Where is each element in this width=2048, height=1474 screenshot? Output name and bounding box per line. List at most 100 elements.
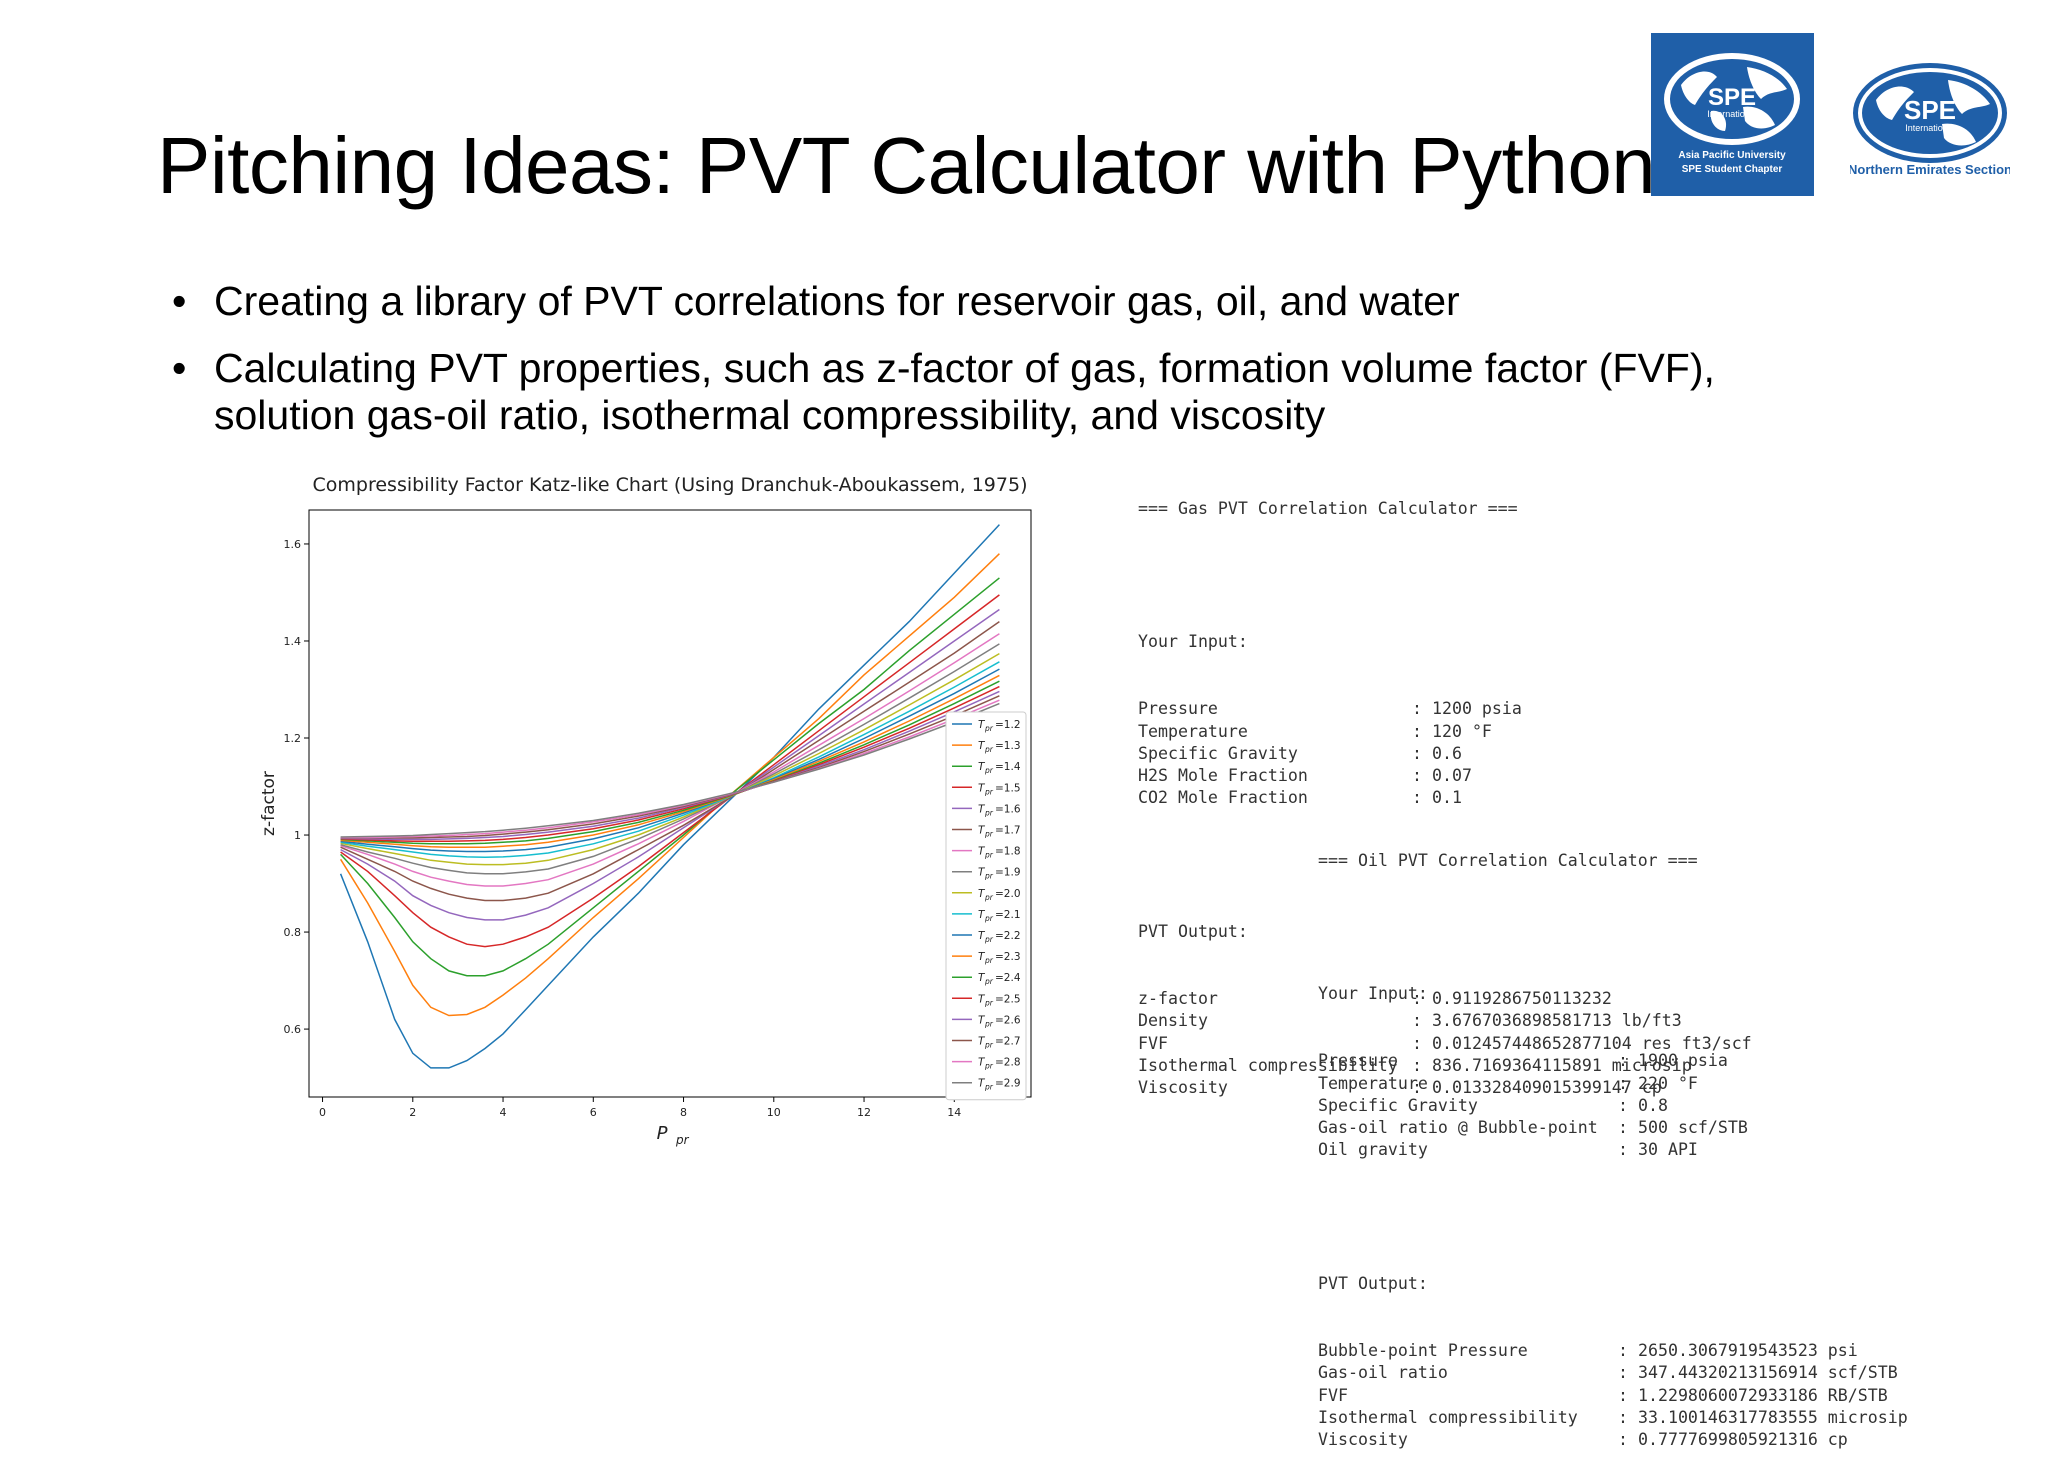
series-line bbox=[340, 695, 1000, 839]
legend-label-value: =2.2 bbox=[995, 930, 1021, 942]
console-header: === Oil PVT Correlation Calculator === bbox=[1318, 850, 1698, 870]
console-row: Viscosity: 0.013328409015399147 cp bbox=[1138, 1077, 1752, 1099]
console-row: Pressure : 1900 psia bbox=[1318, 1050, 1908, 1072]
console-value: : 2650.3067919543523 psi bbox=[1618, 1341, 1858, 1361]
console-value: : 0.1 bbox=[1412, 788, 1462, 808]
legend-label-sub: pr bbox=[984, 745, 994, 754]
console-key: Gas-oil ratio bbox=[1318, 1363, 1448, 1383]
legend-label-value: =1.6 bbox=[995, 803, 1021, 815]
console-value: : 0.9119286750113232 bbox=[1412, 989, 1612, 1009]
console-value: : 1200 psia bbox=[1412, 699, 1522, 719]
logo-name: SPE bbox=[1904, 95, 1956, 125]
console-row: FVF: 0.012457448652877104 res ft3/scf bbox=[1138, 1033, 1752, 1055]
console-key: Oil gravity bbox=[1318, 1140, 1428, 1160]
console-row: Gas-oil ratio @ Bubble-point: 500 scf/ST… bbox=[1318, 1117, 1908, 1139]
console-value: : 0.6 bbox=[1412, 743, 1462, 763]
x-tick-label: 2 bbox=[409, 1106, 416, 1119]
legend-label-var: T bbox=[978, 761, 986, 773]
x-tick-label: 14 bbox=[947, 1106, 961, 1119]
series-line bbox=[340, 680, 1000, 845]
x-axis-label-sub: pr bbox=[675, 1133, 690, 1147]
legend-label-var: T bbox=[978, 825, 986, 837]
console-key: Viscosity bbox=[1138, 1078, 1228, 1098]
legend-label-value: =1.9 bbox=[995, 867, 1021, 879]
logo-caption: Northern Emirates Section bbox=[1850, 162, 2010, 177]
x-tick-label: 12 bbox=[857, 1106, 871, 1119]
console-row: Bubble-point Pressure : 2650.306791954352… bbox=[1318, 1340, 1908, 1362]
console-value: : 30 API bbox=[1618, 1140, 1698, 1160]
z-factor-chart: Compressibility Factor Katz-like Chart (… bbox=[250, 470, 1050, 1150]
console-row: Viscosity : 0.7777699805921316 cp bbox=[1318, 1429, 1908, 1451]
console-key: Temperature bbox=[1318, 1073, 1428, 1093]
oil-calculator-output: === Oil PVT Correlation Calculator === Y… bbox=[1318, 805, 1908, 1474]
spe-northern-emirates-logo: SPE International Northern Emirates Sect… bbox=[1848, 58, 2012, 178]
console-key: Specific Gravity bbox=[1138, 743, 1298, 763]
bullet-item: • Calculating PVT properties, such as z-… bbox=[172, 345, 1812, 439]
console-key: Isothermal compressibility bbox=[1318, 1408, 1578, 1428]
series-line bbox=[340, 674, 1000, 848]
y-tick-label: 0.8 bbox=[284, 926, 302, 939]
legend-label-sub: pr bbox=[984, 872, 994, 881]
legend-label-var: T bbox=[978, 951, 986, 963]
legend-label-var: T bbox=[978, 972, 986, 984]
plot-frame bbox=[308, 509, 1032, 1098]
slide-title: Pitching Ideas: PVT Calculator with Pyth… bbox=[157, 121, 1656, 210]
legend-label-var: T bbox=[978, 803, 986, 815]
legend-label-value: =2.0 bbox=[995, 888, 1021, 900]
legend-label-sub: pr bbox=[984, 724, 994, 733]
console-row: Gas-oil ratio: 347.44320213156914 scf/ST… bbox=[1318, 1362, 1908, 1384]
series-line bbox=[340, 577, 1000, 977]
legend-label-var: T bbox=[978, 867, 986, 879]
legend-label-value: =1.2 bbox=[995, 719, 1021, 731]
console-row: z-factor : 0.9119286750113232 bbox=[1138, 988, 1752, 1010]
console-row: Isothermal compressibility : 33.100146317… bbox=[1318, 1407, 1908, 1429]
legend-label-var: T bbox=[978, 930, 986, 942]
console-value: : 33.100146317783555 microsip bbox=[1618, 1408, 1908, 1428]
legend-label-sub: pr bbox=[984, 808, 994, 817]
legend-label-var: T bbox=[978, 909, 986, 921]
legend-label-sub: pr bbox=[984, 998, 994, 1007]
console-row: Isothermal compressibility: 836.71693641… bbox=[1138, 1055, 1752, 1077]
console-value: : 836.7169364115891 microsip bbox=[1412, 1056, 1692, 1076]
console-row: Density: 3.6767036898581713 lb/ft3 bbox=[1138, 1010, 1752, 1032]
console-value: : 1900 psia bbox=[1618, 1051, 1728, 1071]
console-key: Viscosity bbox=[1318, 1430, 1408, 1450]
y-tick-label: 0.6 bbox=[284, 1023, 302, 1036]
console-key: z-factor bbox=[1138, 989, 1218, 1009]
legend-label-var: T bbox=[978, 1078, 986, 1090]
legend-label-var: T bbox=[978, 1036, 986, 1048]
console-value: : 0.7777699805921316 cp bbox=[1618, 1430, 1848, 1450]
legend-label-sub: pr bbox=[984, 956, 994, 965]
console-value: : 0.8 bbox=[1618, 1095, 1668, 1115]
console-row: Oil gravity : 30 API bbox=[1318, 1139, 1908, 1161]
x-tick-label: 0 bbox=[319, 1106, 326, 1119]
console-key: Specific Gravity bbox=[1318, 1095, 1478, 1115]
console-key: Bubble-point Pressure bbox=[1318, 1341, 1528, 1361]
legend-label-sub: pr bbox=[984, 1041, 994, 1050]
series-line bbox=[340, 690, 1000, 841]
series-line bbox=[340, 620, 1000, 902]
console-key: FVF bbox=[1138, 1033, 1168, 1053]
series-line bbox=[340, 652, 1000, 866]
console-row: Specific Gravity : 0.6 bbox=[1138, 743, 1752, 765]
input-title: Your Input: bbox=[1138, 632, 1248, 652]
series-line bbox=[340, 608, 1000, 921]
y-axis-label: z-factor bbox=[259, 771, 279, 836]
legend-label-var: T bbox=[978, 993, 986, 1005]
bullet-text: Calculating PVT properties, such as z-fa… bbox=[214, 345, 1715, 438]
legend-label-value: =1.5 bbox=[995, 782, 1021, 794]
legend-label-sub: pr bbox=[984, 1019, 994, 1028]
console-row: Temperature: 120 °F bbox=[1138, 721, 1752, 743]
console-value: : 120 °F bbox=[1412, 721, 1492, 741]
legend-label-sub: pr bbox=[984, 787, 994, 796]
console-key: Pressure bbox=[1318, 1051, 1398, 1071]
legend-label-sub: pr bbox=[984, 893, 994, 902]
console-row: FVF: 1.2298060072933186 RB/STB bbox=[1318, 1385, 1908, 1407]
series-line bbox=[340, 643, 1000, 875]
bullet-list: • Creating a library of PVT correlations… bbox=[172, 278, 1812, 459]
legend-label-value: =2.8 bbox=[995, 1057, 1021, 1069]
x-tick-label: 6 bbox=[590, 1106, 597, 1119]
legend-label-value: =1.7 bbox=[995, 825, 1021, 837]
legend-label-sub: pr bbox=[984, 851, 994, 860]
x-axis-label: P bbox=[657, 1123, 668, 1144]
